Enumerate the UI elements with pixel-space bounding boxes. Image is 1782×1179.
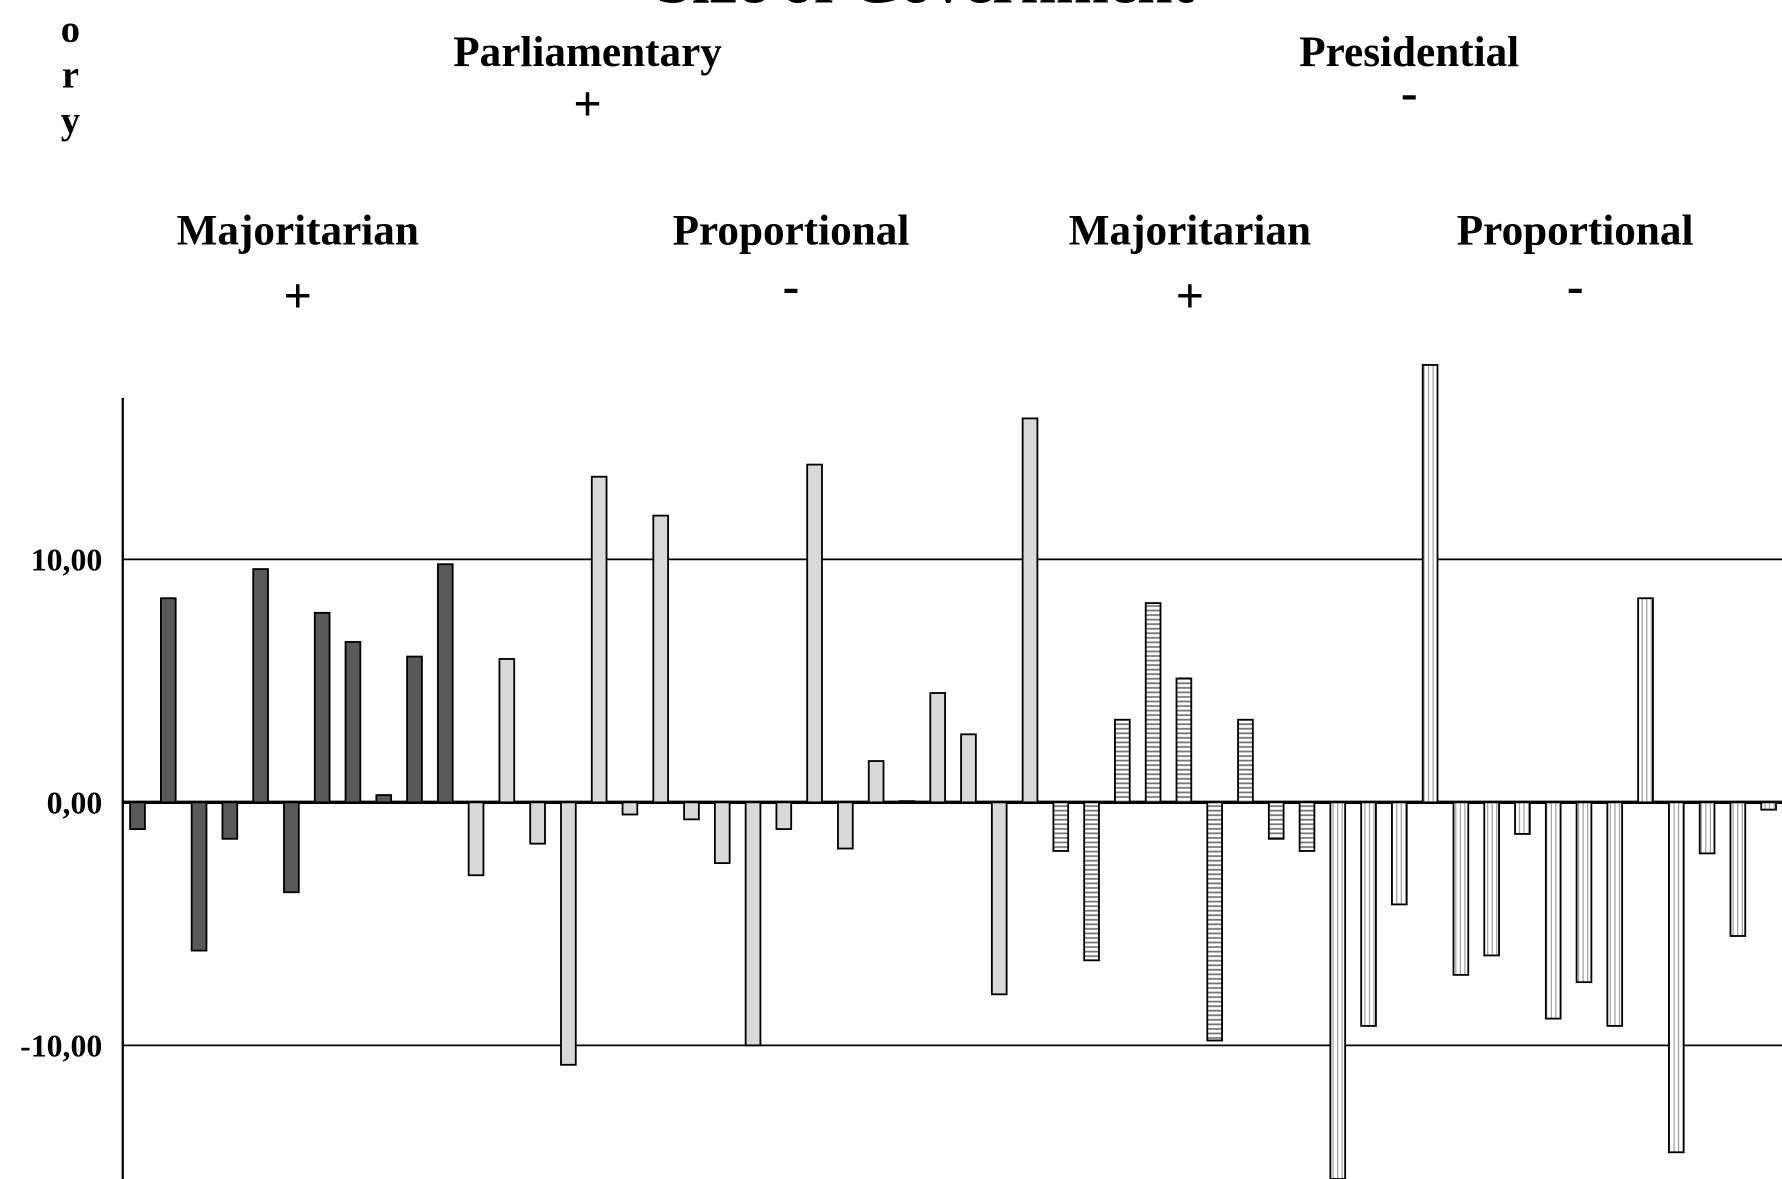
header-label: Presidential	[1299, 29, 1519, 76]
group-label: Majoritarian	[1069, 207, 1311, 254]
bar	[713, 801, 731, 865]
bar	[436, 563, 454, 804]
bar	[221, 801, 239, 840]
bar	[1544, 801, 1562, 1020]
bar	[1421, 364, 1439, 804]
bar	[283, 801, 300, 894]
bar	[744, 801, 762, 1047]
bar	[529, 801, 546, 845]
bar	[837, 801, 854, 850]
bar	[621, 801, 639, 816]
bar	[990, 801, 1008, 996]
bar	[252, 568, 269, 804]
bar	[1637, 597, 1654, 804]
bar	[1360, 801, 1377, 1027]
bar	[1021, 417, 1039, 804]
header-sign: -	[1401, 64, 1418, 120]
bar	[159, 597, 177, 804]
header-label: Parliamentary	[453, 29, 722, 76]
bar	[683, 801, 700, 821]
y-tick-label: -10,00	[20, 1029, 102, 1064]
bar	[129, 801, 146, 830]
bar	[1452, 801, 1470, 976]
bar	[898, 800, 916, 804]
group-sign: -	[783, 257, 800, 313]
group-sign: -	[1567, 257, 1584, 313]
group-label: Majoritarian	[177, 207, 419, 254]
bar	[652, 514, 670, 804]
y-tick-label: 0,00	[47, 786, 103, 821]
header-sign: +	[573, 76, 601, 132]
y-tick-label: 10,00	[31, 543, 103, 578]
bar	[1729, 801, 1747, 937]
bar	[406, 655, 423, 804]
bar	[467, 801, 485, 877]
bar	[1606, 801, 1624, 1027]
bar	[498, 658, 516, 804]
bar	[560, 801, 577, 1066]
bar	[960, 733, 977, 804]
bar	[1267, 801, 1285, 840]
bar	[1083, 801, 1100, 962]
bar	[1575, 801, 1593, 984]
bar	[590, 475, 608, 804]
bar	[1298, 801, 1316, 852]
bar	[1052, 801, 1070, 852]
bar	[1237, 718, 1254, 804]
bar	[775, 801, 793, 830]
bar	[1668, 801, 1685, 1154]
bar	[375, 794, 393, 804]
bar	[1391, 801, 1408, 906]
side-label: Theory	[49, 0, 91, 145]
bar	[1514, 801, 1531, 835]
group-sign: +	[284, 268, 312, 324]
bar	[1175, 677, 1193, 804]
bar	[313, 611, 331, 804]
bar	[929, 692, 946, 804]
bar	[1206, 801, 1223, 1042]
bar	[1329, 801, 1347, 1179]
bar	[344, 641, 362, 804]
chart-title: Size of Government	[657, 0, 1194, 16]
group-sign: +	[1176, 268, 1204, 324]
bar	[867, 760, 885, 804]
bar	[806, 463, 823, 804]
bar	[1114, 718, 1131, 804]
group-label: Proportional	[1457, 207, 1694, 254]
bar	[1760, 801, 1777, 811]
bar	[1483, 801, 1500, 957]
bar	[190, 801, 208, 952]
bar	[1144, 602, 1162, 804]
bar	[1698, 801, 1716, 855]
group-label: Proportional	[673, 207, 910, 254]
